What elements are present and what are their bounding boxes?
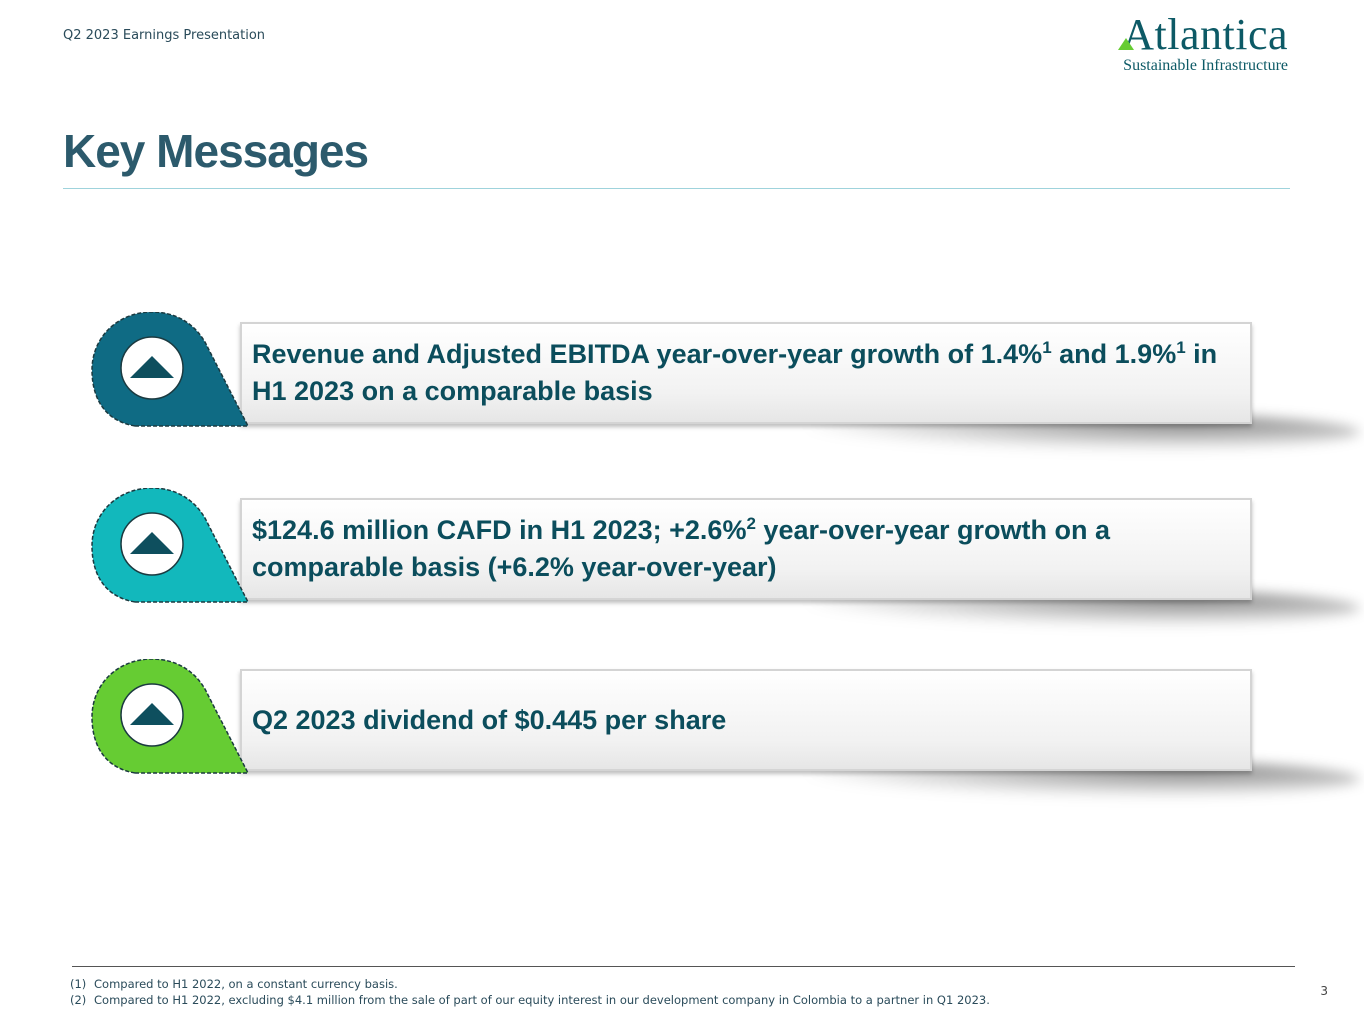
- title-rule: [63, 188, 1290, 189]
- logo-tagline: Sustainable Infrastructure: [1123, 57, 1288, 74]
- message-line: Q2 2023 dividend of $0.445 per share: [252, 702, 726, 739]
- text-run: $124.6 million CAFD in H1 2023; +2.6%: [252, 515, 747, 545]
- presentation-label: Q2 2023 Earnings Presentation: [63, 28, 266, 43]
- banner-box: [240, 669, 1252, 771]
- logo-name: Atlantica: [1122, 10, 1288, 59]
- pin-arrow: [130, 356, 174, 378]
- message-banner: Revenue and Adjusted EBITDA year-over-ye…: [90, 312, 1360, 452]
- message-banner: Q2 2023 dividend of $0.445 per share: [90, 659, 1360, 799]
- superscript: 1: [1176, 338, 1186, 357]
- pin-arrow: [130, 532, 174, 554]
- text-run: year-over-year growth on a comparable ba…: [252, 515, 1111, 582]
- slide-title: Key Messages: [63, 125, 369, 177]
- banner-box: [240, 498, 1252, 600]
- message-line: $124.6 million CAFD in H1 2023; +2.6%2 y…: [252, 512, 1242, 586]
- text-run: in H1 2023 on a comparable basis: [252, 339, 1218, 406]
- message-text: $124.6 million CAFD in H1 2023; +2.6%2 y…: [252, 498, 1242, 600]
- footnote-text: Compared to H1 2022, on a constant curre…: [94, 977, 398, 991]
- footnote: (2) Compared to H1 2022, excluding $4.1 m…: [70, 992, 990, 1008]
- pin-arrow: [130, 703, 174, 725]
- message-text: Q2 2023 dividend of $0.445 per share: [252, 669, 1242, 771]
- logo-mark: [1118, 38, 1135, 50]
- superscript: 1: [1042, 338, 1052, 357]
- message-line: Revenue and Adjusted EBITDA year-over-ye…: [252, 336, 1242, 410]
- footnote-marker: (1): [70, 977, 87, 991]
- text-run: and 1.9%: [1051, 339, 1177, 369]
- footnote-text: Compared to H1 2022, excluding $4.1 mill…: [94, 993, 990, 1007]
- logo: Atlantica Sustainable Infrastructure: [1118, 10, 1288, 74]
- message-banner: $124.6 million CAFD in H1 2023; +2.6%2 y…: [90, 488, 1360, 628]
- superscript: 2: [746, 514, 756, 533]
- footnote-marker: (2): [70, 993, 87, 1007]
- message-text: Revenue and Adjusted EBITDA year-over-ye…: [252, 322, 1242, 424]
- text-run: Revenue and Adjusted EBITDA year-over-ye…: [252, 339, 1043, 369]
- pin: [91, 659, 250, 774]
- banner-box: [240, 322, 1252, 424]
- text-run: Q2 2023 dividend of $0.445 per share: [252, 704, 727, 735]
- pin: [91, 488, 250, 603]
- page-number: 3: [1320, 984, 1328, 998]
- pin: [91, 312, 250, 427]
- footnote-rule: [72, 966, 1295, 967]
- footnotes: (1) Compared to H1 2022, on a constant cu…: [70, 976, 990, 1008]
- footnote: (1) Compared to H1 2022, on a constant cu…: [70, 976, 990, 992]
